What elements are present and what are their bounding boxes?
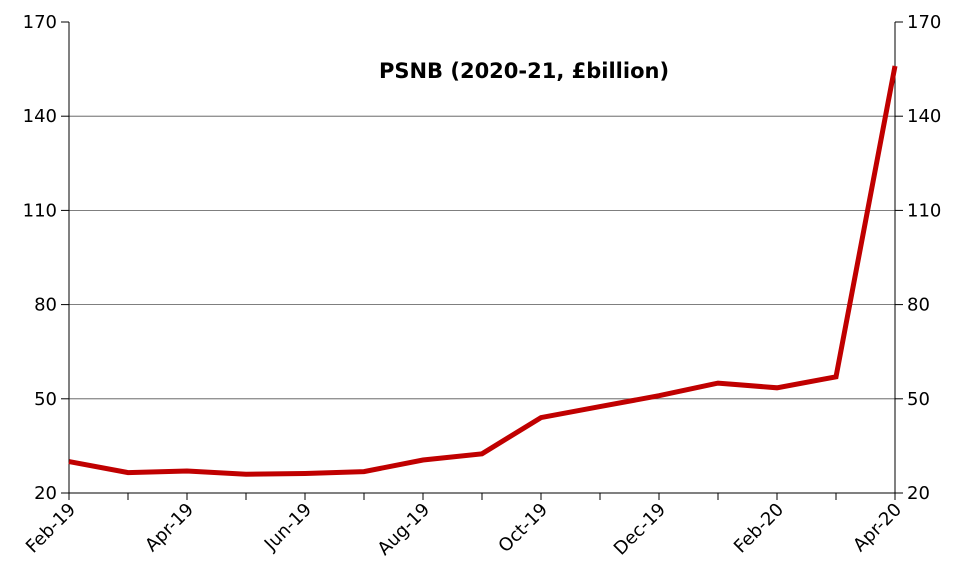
chart-title: PSNB (2020-21, £billion) (379, 59, 669, 83)
x-tick-label: Dec-19 (610, 499, 670, 559)
y-tick-label-right: 170 (907, 12, 941, 33)
x-tick-label: Feb-19 (22, 499, 80, 557)
y-tick-label-left: 140 (23, 106, 57, 127)
left-y-axis-ticks: 20 50 80 110 140 170 (23, 12, 69, 504)
series-group (68, 65, 898, 477)
y-tick-label-right: 140 (907, 106, 941, 127)
y-tick-label-left: 80 (34, 295, 57, 316)
chart-axes (68, 22, 896, 494)
x-tick-label: Jun-19 (260, 499, 316, 555)
y-tick-label-right: 50 (907, 389, 930, 410)
y-tick-label-left: 170 (23, 12, 57, 33)
y-tick-label-left: 20 (34, 483, 57, 504)
right-y-axis-ticks: 20 50 80 110 140 170 (895, 12, 941, 504)
x-axis-ticks: Feb-19 Apr-19 Jun-19 Aug-19 Oct-19 Dec-19 Feb-… (22, 493, 906, 560)
horizontal-gridlines (69, 115, 895, 400)
y-tick-label-left: 110 (23, 200, 57, 221)
x-tick-label: Feb-20 (730, 499, 788, 557)
x-tick-label: Aug-19 (374, 499, 434, 559)
y-tick-label-right: 80 (907, 295, 930, 316)
series-line-0 (68, 65, 898, 477)
x-tick-label: Apr-20 (849, 499, 906, 556)
y-tick-label-left: 50 (34, 389, 57, 410)
y-tick-label-right: 110 (907, 200, 941, 221)
x-tick-label: Apr-19 (141, 499, 198, 556)
x-tick-label: Oct-19 (494, 499, 552, 557)
y-tick-label-right: 20 (907, 483, 930, 504)
